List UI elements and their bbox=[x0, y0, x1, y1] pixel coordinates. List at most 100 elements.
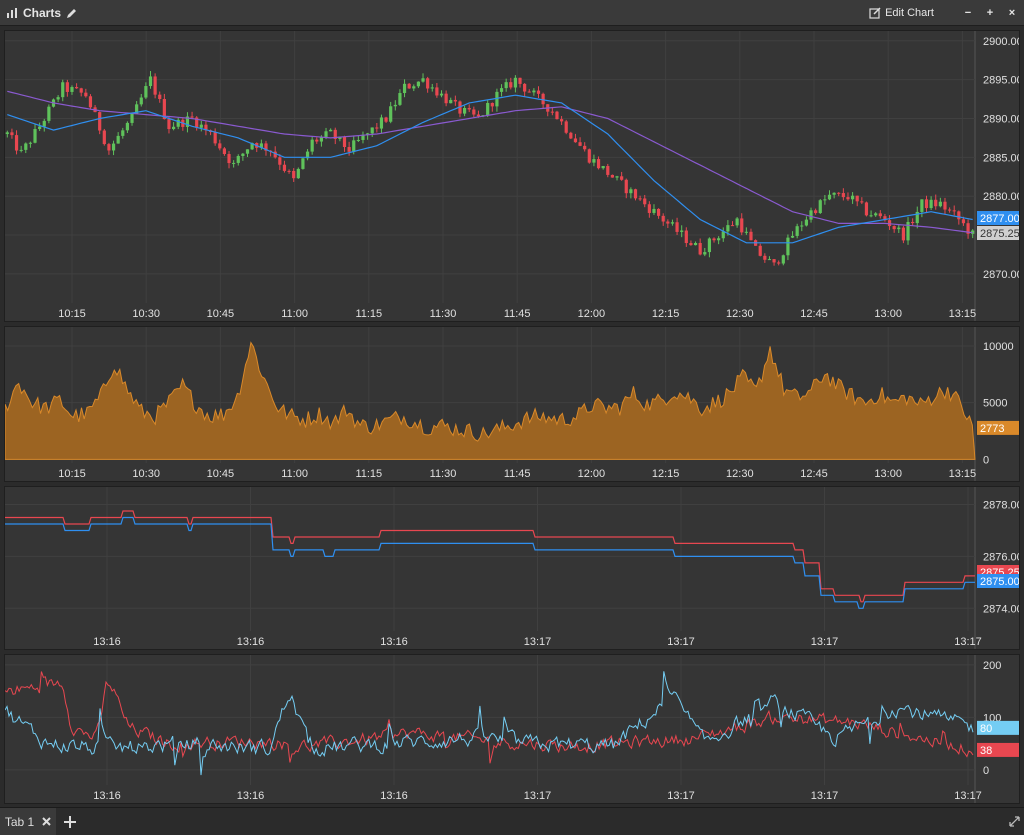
candle bbox=[726, 225, 730, 232]
candle bbox=[10, 132, 14, 136]
time-tick-label: 10:30 bbox=[132, 468, 160, 480]
candle bbox=[218, 143, 222, 149]
close-button[interactable]: × bbox=[1008, 7, 1016, 19]
candle bbox=[296, 168, 300, 179]
fast-moving-average-line bbox=[7, 94, 973, 244]
price-tick-label: 2890.00 bbox=[983, 113, 1019, 125]
minimize-button[interactable]: − bbox=[964, 7, 972, 19]
volume-chart[interactable]: 10000 5000 0 10:15 10:30 10:45 11:00 11:15 11:30… bbox=[5, 327, 1019, 481]
price-tick-label: 2885.00 bbox=[983, 152, 1019, 164]
candle bbox=[65, 82, 69, 92]
candle bbox=[878, 213, 882, 217]
candle bbox=[934, 199, 938, 207]
candle bbox=[790, 235, 795, 238]
candle bbox=[855, 195, 859, 202]
candle bbox=[42, 120, 46, 127]
candle bbox=[310, 139, 314, 152]
candle bbox=[670, 222, 675, 224]
time-tick-label: 11:15 bbox=[355, 468, 382, 480]
price-chart[interactable]: 2900.00 2895.00 2890.00 2885.00 2880.00 2875.… bbox=[5, 31, 1019, 321]
time-tick-label: 12:45 bbox=[800, 468, 828, 480]
candle bbox=[758, 245, 762, 256]
bid-price-label-bg bbox=[977, 574, 1019, 588]
candle bbox=[158, 94, 162, 100]
candle bbox=[569, 132, 573, 139]
time-tick-label: 13:00 bbox=[874, 308, 902, 320]
candle bbox=[125, 122, 130, 131]
time-tick-label: 13:00 bbox=[874, 468, 902, 480]
bid-ask-chart-pane[interactable]: 2878.00 2876.00 2874.00 13:16 13:16 13:16 13:1… bbox=[4, 486, 1020, 650]
candle bbox=[781, 255, 785, 264]
candle bbox=[153, 76, 157, 95]
oscillator-blue-label: 80 bbox=[980, 723, 992, 735]
candle bbox=[107, 144, 111, 151]
candle bbox=[259, 143, 263, 148]
candle bbox=[449, 99, 453, 104]
resize-icon[interactable] bbox=[1009, 816, 1020, 827]
candle bbox=[555, 111, 559, 120]
candle bbox=[329, 129, 333, 132]
volume-chart-pane[interactable]: 10000 5000 0 10:15 10:30 10:45 11:00 11:15 11:30… bbox=[4, 326, 1020, 482]
candle bbox=[911, 221, 915, 224]
candle bbox=[171, 126, 176, 130]
candle bbox=[901, 227, 906, 241]
oscillator-chart-pane[interactable]: 200 100 0 13:16 13:16 13:16 13:17 13:17 13:17 13:… bbox=[4, 654, 1020, 804]
edit-icon bbox=[869, 7, 881, 19]
candle bbox=[102, 130, 106, 145]
candle bbox=[559, 119, 564, 122]
add-tab-button[interactable] bbox=[60, 808, 80, 835]
candle bbox=[532, 90, 536, 93]
candle bbox=[190, 116, 194, 118]
oscillator-tick-label: 200 bbox=[983, 660, 1001, 672]
oscillator-red-label-bg bbox=[977, 742, 1019, 757]
candle bbox=[282, 164, 287, 171]
candle bbox=[804, 219, 809, 226]
candle bbox=[735, 218, 739, 226]
pencil-icon[interactable] bbox=[66, 8, 77, 19]
maximize-button[interactable]: + bbox=[986, 7, 994, 19]
candle bbox=[527, 91, 531, 93]
candle bbox=[809, 210, 813, 220]
time-tick-label: 13:16 bbox=[93, 636, 121, 648]
candle bbox=[241, 153, 245, 157]
candle bbox=[33, 129, 37, 143]
candle bbox=[587, 149, 591, 163]
candle bbox=[56, 97, 60, 100]
candle bbox=[121, 130, 125, 136]
price-chart-pane[interactable]: 2900.00 2895.00 2890.00 2885.00 2880.00 2875.… bbox=[4, 30, 1020, 322]
candle bbox=[610, 174, 615, 178]
tab-1[interactable]: Tab 1 bbox=[0, 808, 56, 835]
candle bbox=[135, 104, 139, 114]
candle bbox=[356, 139, 360, 141]
time-tick-label: 13:16 bbox=[93, 790, 121, 802]
time-tick-label: 13:15 bbox=[949, 468, 977, 480]
candle bbox=[462, 107, 467, 114]
candle bbox=[245, 149, 250, 154]
oscillator-blue-line bbox=[5, 671, 974, 776]
candle bbox=[47, 106, 51, 121]
close-price-label: 2875.25 bbox=[980, 228, 1019, 240]
titlebar-right: Edit Chart − + × bbox=[869, 0, 1018, 26]
candle bbox=[947, 209, 952, 211]
candle bbox=[402, 83, 407, 94]
candle bbox=[518, 77, 522, 84]
candle bbox=[601, 166, 605, 169]
edit-chart-button[interactable]: Edit Chart bbox=[869, 7, 934, 19]
time-tick-label: 13:16 bbox=[237, 636, 265, 648]
candle bbox=[236, 156, 240, 163]
candle bbox=[966, 223, 970, 234]
time-tick-label: 10:45 bbox=[207, 308, 235, 320]
candle bbox=[28, 142, 33, 144]
candle bbox=[453, 99, 457, 102]
time-tick-label: 11:30 bbox=[430, 308, 457, 320]
close-price-label-bg bbox=[977, 226, 1019, 240]
candle bbox=[176, 119, 180, 127]
candle bbox=[887, 220, 892, 227]
plus-icon bbox=[64, 815, 76, 828]
candle bbox=[458, 101, 462, 114]
time-tick-label: 10:15 bbox=[58, 468, 86, 480]
candle bbox=[407, 83, 411, 89]
close-tab-icon[interactable] bbox=[42, 817, 51, 826]
bid-ask-chart[interactable]: 2878.00 2876.00 2874.00 13:16 13:16 13:16 13:1… bbox=[5, 487, 1019, 649]
